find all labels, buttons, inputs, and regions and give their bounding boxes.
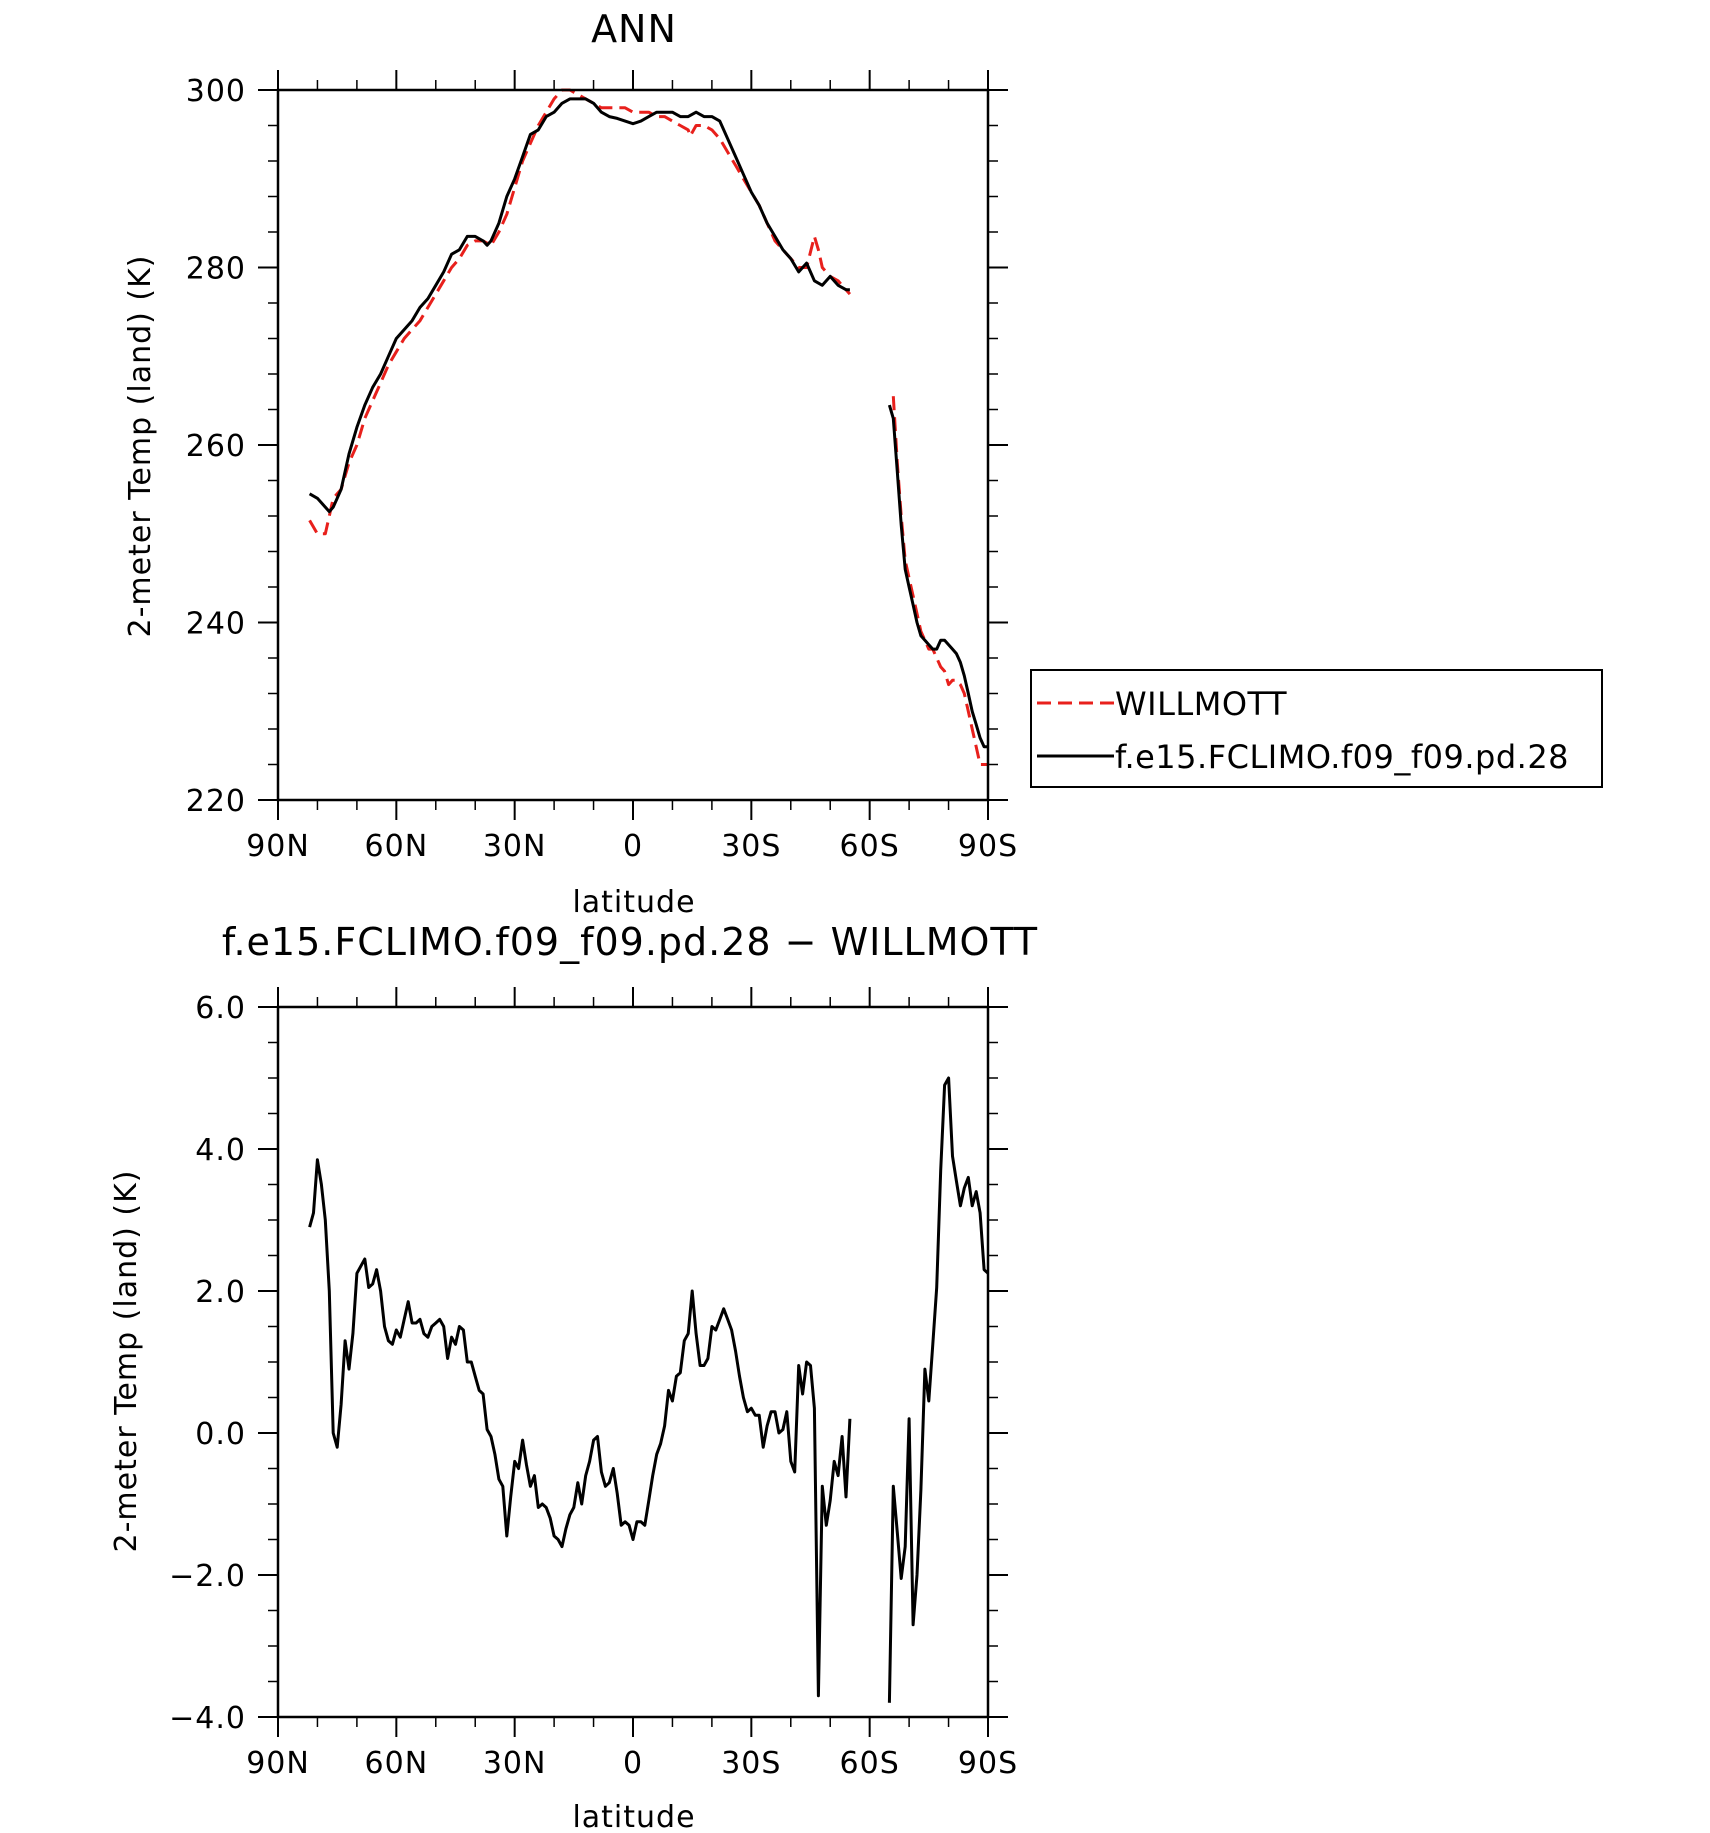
bottom-y-axis-title: 2-meter Temp (land) (K)	[109, 1170, 144, 1553]
plot-frame	[276, 1005, 990, 1719]
x-tick-label: 90S	[958, 1746, 1018, 1781]
x-tick-label: 60N	[365, 829, 429, 864]
plot-frame	[276, 88, 990, 802]
series-0-segment-1	[887, 1076, 990, 1703]
legend-label-model: f.e15.FCLIMO.f09_f09.pd.28	[1115, 738, 1569, 776]
y-tick-label: 220	[186, 784, 246, 819]
y-tick-label: 6.0	[195, 991, 246, 1026]
bottom-chart-title: f.e15.FCLIMO.f09_f09.pd.28 − WILLMOTT	[222, 920, 1038, 964]
x-tick-label: 30N	[483, 829, 547, 864]
legend-label-willmott: WILLMOTT	[1115, 685, 1287, 723]
series-0-segment-1	[891, 396, 988, 766]
bottom-x-axis-title: latitude	[572, 1800, 695, 1833]
x-tick-label: 60N	[365, 1746, 429, 1781]
top-chart-title: ANN	[591, 7, 677, 51]
x-tick-label: 30S	[721, 1746, 781, 1781]
series-1-segment-0	[308, 97, 850, 514]
bottom-panel: f.e15.FCLIMO.f09_f09.pd.28 − WILLMOTT 90…	[109, 920, 1038, 1833]
x-tick-label: 60S	[840, 829, 900, 864]
y-tick-label: 240	[186, 607, 246, 642]
x-tick-label: 90N	[246, 829, 310, 864]
y-tick-label: 280	[186, 252, 246, 287]
series-0-segment-0	[308, 1158, 852, 1698]
y-tick-label: 2.0	[195, 1275, 246, 1310]
y-tick-label: 300	[186, 74, 246, 109]
series-1-segment-1	[887, 404, 988, 749]
y-tick-label: 4.0	[195, 1133, 246, 1168]
series-0-segment-0	[308, 88, 852, 536]
legend: WILLMOTT f.e15.FCLIMO.f09_f09.pd.28	[1030, 669, 1603, 788]
x-tick-label: 90S	[958, 829, 1018, 864]
top-panel: ANN 90N 60N 30N 0 30S 60S 90S 300 280 260 240 220 l…	[123, 7, 1018, 920]
legend-box	[1030, 669, 1603, 788]
bottom-series-group	[308, 1076, 990, 1703]
x-tick-label: 0	[623, 1746, 643, 1781]
y-tick-label: −4.0	[169, 1701, 246, 1736]
top-series-group	[308, 88, 988, 766]
x-tick-label: 60S	[840, 1746, 900, 1781]
top-y-axis-title: 2-meter Temp (land) (K)	[123, 255, 158, 638]
top-axes: 90N 60N 30N 0 30S 60S 90S 300 280 260 240 220	[186, 70, 1018, 864]
top-x-axis-title: latitude	[572, 885, 695, 920]
x-tick-label: 90N	[246, 1746, 310, 1781]
x-tick-label: 30N	[483, 1746, 547, 1781]
y-tick-label: −2.0	[169, 1559, 246, 1594]
y-tick-label: 0.0	[195, 1417, 246, 1452]
bottom-axes: 90N 60N 30N 0 30S 60S 90S 6.0 4.0 2.0 0.0 −2.0 −4.0	[169, 987, 1018, 1781]
y-tick-label: 260	[186, 429, 246, 464]
x-tick-label: 0	[623, 829, 643, 864]
x-tick-label: 30S	[721, 829, 781, 864]
